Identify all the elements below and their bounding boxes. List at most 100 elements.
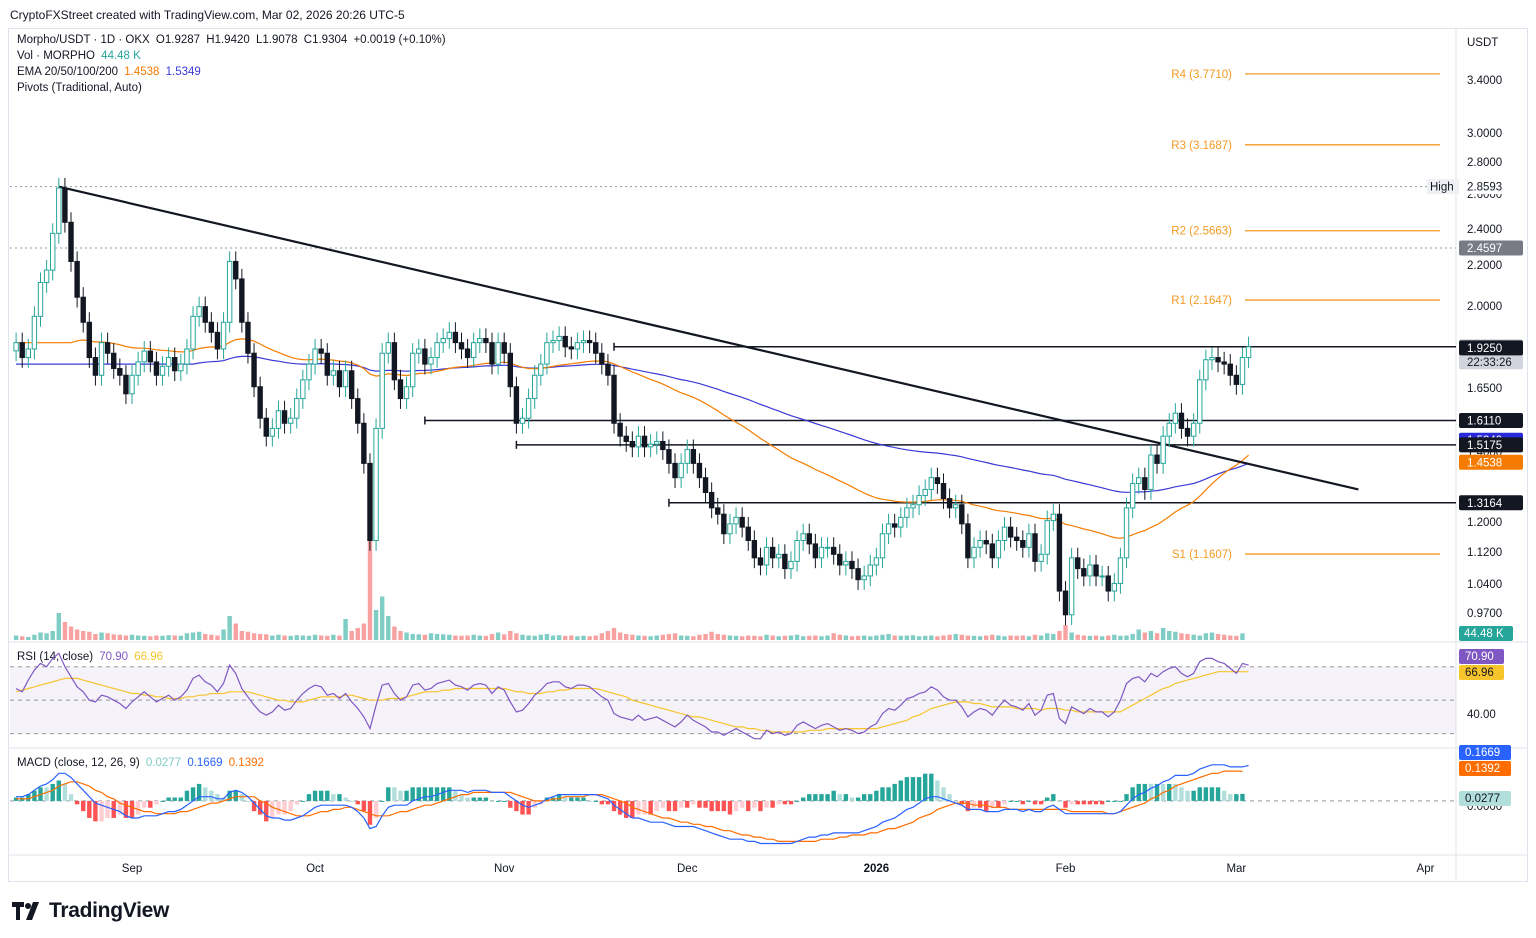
volume-bar	[703, 634, 708, 640]
volume-bar	[886, 634, 891, 640]
volume-bar	[105, 633, 110, 640]
candle-body	[696, 462, 703, 479]
candle-body	[1142, 477, 1148, 490]
candle-body	[556, 335, 562, 342]
volume-bar	[196, 631, 202, 640]
candle-body	[385, 342, 391, 354]
candle-body	[446, 331, 452, 339]
candle-body	[275, 410, 282, 429]
candle-body	[666, 449, 672, 464]
volume-bar	[251, 633, 257, 640]
candle-body	[190, 315, 196, 350]
volume-bar	[660, 634, 666, 640]
volume-bar	[99, 632, 104, 640]
candle-body	[1087, 564, 1093, 577]
volume-bar	[617, 632, 623, 640]
candle-body	[1044, 520, 1050, 555]
candle-body	[1050, 513, 1057, 522]
pivots-legend[interactable]: Pivots (Traditional, Auto)	[17, 82, 145, 94]
volume-bar	[209, 634, 214, 640]
tradingview-logo[interactable]: TradingView	[12, 899, 169, 923]
volume-bar	[1203, 633, 1209, 640]
candle-body	[1007, 526, 1014, 538]
ohlc-change: +0.0019 (+0.10%)	[353, 34, 446, 46]
volume-bar	[129, 634, 135, 640]
volume-bar	[819, 636, 824, 640]
candle-body	[1020, 539, 1026, 548]
candle-body	[879, 533, 886, 559]
volume-bar	[111, 634, 116, 640]
macd-histogram-bar	[953, 800, 958, 802]
candle-body	[641, 435, 648, 448]
volume-legend[interactable]: Vol · MORPHO 44.48 K	[17, 50, 144, 62]
macd-histogram-bar	[941, 787, 946, 801]
macd-histogram-bar	[148, 800, 153, 808]
macd-histogram-bar	[648, 800, 653, 815]
candle-body	[904, 507, 910, 518]
candle-body	[861, 575, 867, 581]
candle-body	[62, 187, 68, 223]
macd-histogram-bar	[990, 800, 995, 808]
volume-bar	[648, 636, 653, 640]
candle-body	[104, 342, 111, 354]
candle-body	[68, 221, 74, 262]
candle-body	[763, 546, 770, 566]
candle-body	[830, 546, 837, 555]
pivot-label-r2: R2 (2.5663)	[1171, 226, 1232, 238]
macd-histogram-bar	[190, 787, 196, 801]
ema-legend[interactable]: EMA 20/50/100/200 1.4538 1.5349	[17, 66, 204, 78]
macd-histogram-bar	[1045, 797, 1050, 801]
symbol-legend[interactable]: Morpho/USDT · 1D · OKX O1.9287 H1.9420 L…	[17, 34, 449, 46]
candle-body	[1245, 346, 1252, 359]
macd-histogram-bar	[1106, 800, 1111, 802]
candle-body	[245, 321, 251, 354]
macd-histogram-bar	[837, 794, 842, 801]
volume-bar	[776, 636, 781, 640]
macd-legend[interactable]: MACD (close, 12, 26, 9) 0.0277 0.1669 0.…	[17, 757, 267, 769]
volume-bar	[672, 633, 678, 640]
volume-bar	[758, 636, 763, 640]
candle-body	[989, 543, 996, 559]
candle-body	[196, 306, 202, 317]
macd-histogram-bar	[733, 800, 739, 812]
volume-bar	[26, 637, 31, 640]
candle-body	[92, 357, 99, 376]
macd-signal-value: 0.1392	[228, 757, 264, 769]
volume-bar	[44, 633, 49, 640]
volume-bar	[550, 635, 556, 640]
candle-body	[428, 357, 434, 365]
candle-body	[605, 363, 611, 376]
macd-histogram-bar	[81, 800, 86, 812]
candle-body	[1184, 427, 1191, 437]
pivot-label-r4: R4 (3.7710)	[1171, 69, 1232, 81]
volume-bar	[1069, 632, 1074, 640]
macd-histogram-bar	[1057, 800, 1062, 802]
volume-bar	[691, 636, 696, 640]
volume-bar	[764, 634, 769, 640]
volume-bar	[654, 635, 659, 640]
volume-bar	[276, 634, 281, 640]
price-tag-value: 2.4597	[1467, 243, 1502, 255]
price-tag-bg	[1459, 495, 1523, 511]
candle-body	[971, 546, 977, 559]
volume-bar	[581, 635, 586, 640]
volume-bar	[117, 634, 123, 640]
candle-body	[1032, 533, 1038, 562]
candle-body	[355, 398, 361, 424]
price-axis-tick: 2.2000	[1467, 260, 1502, 272]
chart-frame[interactable]	[8, 28, 1528, 882]
volume-bar	[1221, 634, 1227, 640]
candle-body	[1136, 477, 1142, 485]
candle-body	[1190, 422, 1197, 437]
candle-body	[348, 370, 355, 400]
macd-label: MACD (close, 12, 26, 9)	[17, 757, 140, 769]
candle-body	[86, 321, 93, 359]
candle-body	[220, 321, 227, 350]
macd-histogram-bar	[916, 777, 922, 801]
volume-bar	[87, 631, 92, 640]
candle-body	[300, 379, 306, 400]
price-tag-value: 1.5175	[1467, 440, 1502, 452]
volume-bar	[1185, 634, 1190, 640]
volume-bar	[636, 635, 641, 640]
